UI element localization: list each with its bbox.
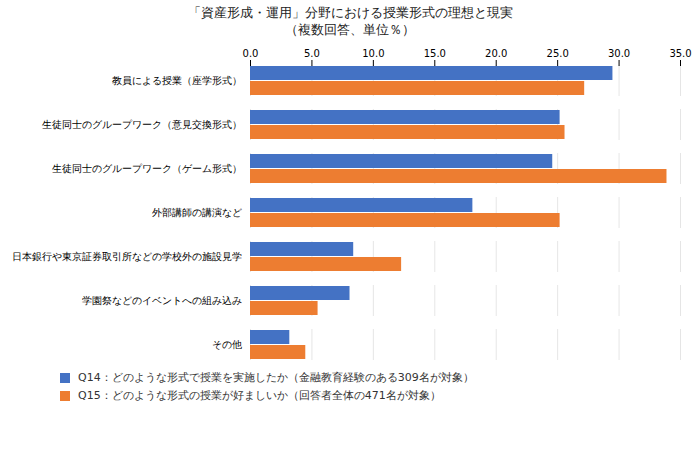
svg-text:5.0: 5.0 [304, 48, 320, 59]
html-text:「資産形成・運用」分野における授業形式の理想と現実: 「資産形成・運用」分野における授業形式の理想と現実 [187, 5, 513, 20]
svg-text:30.0: 30.0 [608, 48, 630, 59]
svg-text:20.0: 20.0 [485, 48, 507, 59]
svg-text:35.0: 35.0 [669, 48, 691, 59]
html-text:（複数回答、単位％）: （複数回答、単位％） [285, 22, 415, 37]
html-text:Q15：どのような形式の授業が好ましいか（回答者全体の471: Q15：どのような形式の授業が好ましいか（回答者全体の471名が対象） [78, 389, 441, 402]
svg-text:日本銀行や東京証券取引所などの学校外の施設見学: 日本銀行や東京証券取引所などの学校外の施設見学 [12, 251, 242, 262]
svg-text:0.0: 0.0 [243, 48, 259, 59]
svg-text:25.0: 25.0 [547, 48, 569, 59]
svg-text:その他: その他 [212, 339, 242, 350]
svg-text:10.0: 10.0 [362, 48, 384, 59]
svg-text:15.0: 15.0 [424, 48, 446, 59]
svg-text:教員による授業（座学形式）: 教員による授業（座学形式） [112, 75, 242, 86]
svg-text:学園祭などのイベントへの組み込み: 学園祭などのイベントへの組み込み [82, 295, 242, 306]
svg-text:生徒同士のグループワーク（意見交換形式）: 生徒同士のグループワーク（意見交換形式） [42, 119, 242, 130]
svg-text:外部講師の講演など: 外部講師の講演など [152, 207, 242, 218]
html-text:Q14：どのような形式で授業を実施したか（金融教育経験のある: Q14：どのような形式で授業を実施したか（金融教育経験のある309名が対象） [78, 371, 474, 384]
svg-text:生徒同士のグループワーク（ゲーム形式）: 生徒同士のグループワーク（ゲーム形式） [52, 163, 242, 174]
